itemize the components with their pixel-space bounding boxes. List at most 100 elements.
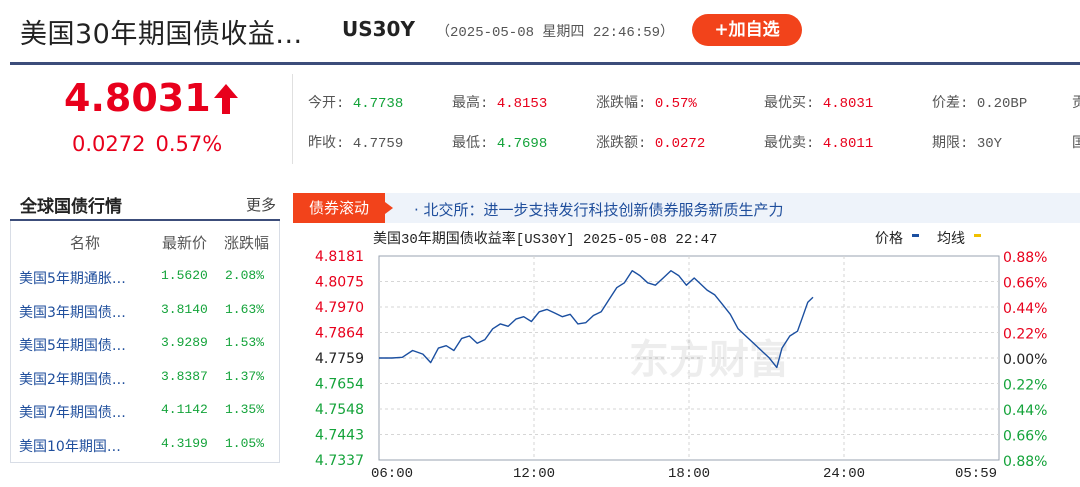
quote-field: 昨收: 4.7759 — [308, 132, 403, 152]
quote-field-label: 最优买: — [764, 96, 823, 112]
bond-price: 1.5620 — [161, 268, 208, 283]
table-row[interactable]: 美国5年期国债… 3.9289 1.53% — [11, 327, 279, 360]
x-tick-label: 24:00 — [823, 466, 865, 482]
cut-off-label: 国 — [1072, 136, 1080, 152]
quote-field-label: 最高: — [452, 96, 497, 112]
column-header-price: 最新价 — [162, 234, 208, 252]
news-ticker — [293, 193, 1080, 223]
last-price: 4.8031 — [64, 76, 239, 124]
news-tag: 债券滚动 — [293, 193, 393, 223]
table-row[interactable]: 美国7年期国债… 4.1142 1.35% — [11, 394, 279, 427]
x-tick-label: 12:00 — [513, 466, 555, 482]
quote-field-value: 30Y — [976, 136, 1003, 152]
bond-name[interactable]: 美国7年期国债… — [19, 405, 126, 421]
last-price-value: 4.8031 — [64, 76, 211, 120]
quote-field: 期限: 30Y — [932, 132, 1002, 152]
x-tick-label: 06:00 — [371, 466, 413, 482]
table-row[interactable]: 美国5年期通胀… 1.5620 2.08% — [11, 260, 279, 293]
chart-title: 美国30年期国债收益率[US30Y] 2025-05-08 22:47 — [373, 230, 717, 248]
bond-price: 3.8387 — [161, 368, 208, 384]
bond-price: 3.9289 — [161, 335, 208, 350]
bond-price: 4.1142 — [161, 402, 208, 417]
bond-name[interactable]: 美国5年期通胀… — [19, 271, 126, 287]
legend-label: 均线 — [937, 231, 965, 247]
legend-label: 价格 — [875, 231, 903, 247]
column-header-name: 名称 — [70, 234, 101, 252]
bond-change: 1.05% — [225, 435, 265, 451]
y-tick-label-right: 0.88% — [1003, 250, 1047, 266]
header-divider — [10, 62, 1080, 65]
quote-field-label: 期限: — [932, 136, 977, 152]
bond-change: 1.63% — [225, 301, 265, 317]
quote-field-value: 0.57% — [654, 96, 697, 112]
chart-watermark: 东方财富 — [629, 337, 789, 383]
quote-field-value: 4.7738 — [352, 96, 404, 112]
bond-name[interactable]: 美国3年期国债… — [19, 304, 126, 321]
intraday-chart: 4.8181 0.88% 4.8075 0.66% 4.7970 0.44% 4.7864 0… — [315, 230, 1047, 482]
quote-field: 价差: 0.20BP — [932, 92, 1027, 112]
y-tick-label-left: 4.8075 — [315, 275, 364, 291]
quote-field: 今开: 4.7738 — [308, 92, 403, 112]
x-tick-label: 05:59 — [955, 466, 997, 482]
quote-field-value: 0.20BP — [976, 96, 1028, 112]
legend-swatch — [912, 234, 919, 237]
y-tick-label-left: 4.7759 — [315, 351, 364, 367]
add-to-watchlist-button[interactable]: +加自选 — [692, 14, 802, 46]
quote-field: 涨跌幅: 0.57% — [596, 92, 697, 112]
table-row[interactable]: 美国10年期国… 4.3199 1.05% — [11, 428, 279, 461]
quote-field-label: 涨跌额: — [596, 136, 655, 152]
y-tick-label-left: 4.7970 — [315, 300, 364, 316]
y-tick-label-right: 0.66% — [1003, 429, 1047, 445]
quote-field: 最优买: 4.8031 — [764, 92, 873, 112]
quote-field: 最低: 4.7698 — [452, 132, 547, 152]
column-header-change: 涨跌幅 — [224, 234, 270, 252]
price-series-line — [379, 270, 814, 369]
y-tick-label-right: 0.00% — [1003, 352, 1047, 368]
news-headline[interactable]: · 北交所：进一步支持发行科技创新债券服务新质生产力 — [414, 201, 784, 219]
y-tick-label-left: 4.7443 — [315, 428, 364, 444]
y-tick-label-left: 4.8181 — [315, 249, 364, 265]
ticker-symbol: US30Y — [342, 17, 415, 41]
y-tick-label-left: 4.7548 — [315, 402, 364, 418]
quote-field-value: 4.8153 — [496, 96, 548, 112]
bond-change: 1.37% — [225, 368, 265, 384]
x-tick-label: 18:00 — [668, 466, 710, 482]
quote-field: 涨跌额: 0.0272 — [596, 132, 705, 152]
global-bonds-title: 全球国债行情 — [20, 197, 122, 217]
quote-field-label: 最低: — [452, 136, 497, 152]
y-tick-label-right: 0.44% — [1003, 403, 1047, 419]
quote-field-value: 4.7759 — [352, 136, 404, 152]
more-link[interactable]: 更多 — [246, 196, 277, 214]
quote-field-value: 4.8031 — [822, 96, 874, 112]
bond-name[interactable]: 美国10年期国… — [19, 438, 121, 455]
bond-change: 1.53% — [225, 335, 265, 350]
y-tick-label-right: 0.44% — [1003, 301, 1047, 317]
quote-field-label: 涨跌幅: — [596, 96, 655, 112]
quote-field-label: 今开: — [308, 96, 353, 112]
quote-field: 最高: 4.8153 — [452, 92, 547, 112]
y-tick-label-right: 0.66% — [1003, 276, 1047, 292]
quote-datetime: （2025-05-08 星期四 22:46:59） — [436, 25, 675, 41]
y-tick-label-left: 4.7337 — [315, 453, 364, 469]
quote-field-value: 0.0272 — [654, 136, 706, 152]
bond-change: 1.35% — [225, 402, 265, 417]
bond-price: 4.3199 — [161, 435, 208, 451]
bond-name[interactable]: 美国2年期国债… — [19, 371, 126, 388]
y-tick-label-right: 0.88% — [1003, 454, 1047, 470]
page-title: 美国30年期国债收益... — [20, 19, 303, 50]
price-change: 0.0272 0.57% — [72, 132, 222, 156]
quote-field-label: 价差: — [932, 96, 977, 112]
quote-field: 最优卖: 4.8011 — [764, 132, 873, 152]
bond-name[interactable]: 美国5年期国债… — [19, 338, 126, 354]
y-tick-label-left: 4.7654 — [315, 377, 364, 393]
change-percent: 0.57% — [155, 132, 223, 156]
arrow-up-icon — [213, 80, 239, 124]
y-tick-label-right: 0.22% — [1003, 327, 1047, 343]
page-header: 美国30年期国债收益... US30Y （2025-05-08 星期四 22:4… — [0, 0, 1080, 62]
quote-field-value: 4.8011 — [822, 136, 874, 152]
table-row[interactable]: 美国2年期国债… 3.8387 1.37% — [11, 361, 279, 394]
panel-divider — [10, 219, 280, 221]
y-tick-label-left: 4.7864 — [315, 326, 364, 342]
legend-swatch — [974, 234, 981, 237]
table-row[interactable]: 美国3年期国债… 3.8140 1.63% — [11, 294, 279, 327]
